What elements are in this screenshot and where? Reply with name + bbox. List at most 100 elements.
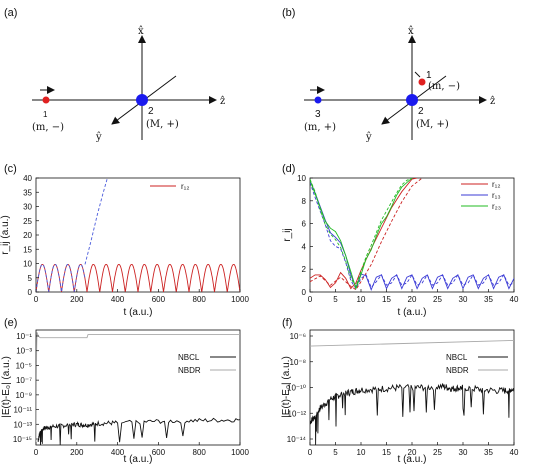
y-tick-label: 20 (23, 231, 32, 240)
x-tick-label: 400 (111, 295, 125, 304)
x-label-d: t (a.u.) (398, 307, 427, 318)
particle-1-number-b: 1 (426, 70, 432, 81)
panel-label-b: (b) (282, 7, 295, 19)
chart-c-marks (36, 178, 240, 292)
z-hat-label-b: ẑ (490, 96, 495, 107)
legend-label-r23-d: r₂₃ (492, 202, 501, 211)
y-tick-label: 10⁻⁸ (290, 358, 307, 367)
y-tick-label: 10⁻¹⁵ (13, 435, 32, 444)
series-line-2-0 (37, 417, 240, 445)
x-tick-label: 200 (70, 295, 84, 304)
particle-2-number-b: 2 (418, 106, 424, 117)
plot-area (310, 178, 514, 291)
z-hat-label: ẑ (220, 96, 225, 107)
particle-1-state-b: (m, −) (428, 81, 460, 92)
velocity-arrow-1-b (414, 71, 421, 78)
legend-label-r13-d: r₁₃ (492, 191, 501, 200)
plot-area (310, 339, 514, 445)
chart-d-ticks: 0 5 10 15 20 25 30 35 40 0 2 4 6 8 10 (297, 174, 519, 304)
chart-d-legend: r₁₂ r₁₃ r₂₃ (461, 180, 501, 211)
legend-label-nbdr-e: NBDR (178, 366, 201, 375)
series-line-3-0 (310, 383, 514, 445)
y-label-d: r_ij (282, 228, 293, 241)
y-tick-label: 10⁻⁹ (15, 391, 32, 400)
series-line-2-1 (36, 332, 240, 445)
y-label-c: r_ij (a.u.) (0, 215, 11, 254)
x-label-e: t (a.u.) (124, 454, 153, 465)
y-tick-label: 5 (28, 274, 33, 283)
particle-2-dot (136, 94, 148, 106)
x-tick-label: 800 (193, 295, 207, 304)
particle-1-number: 1 (43, 110, 48, 119)
x-tick-label: 40 (510, 448, 519, 457)
particle-2-dot-b (406, 94, 418, 106)
series-line-3-1 (310, 339, 514, 347)
x-tick-label: 5 (333, 295, 338, 304)
diagram-b: (b) x̂ ẑ ŷ 3 (m, +) 1 (m, −) 2 (M, +) (282, 7, 495, 143)
y-tick-label: 10 (297, 174, 306, 183)
y-tick-label: 8 (302, 197, 307, 206)
series-line-0-1 (36, 263, 86, 292)
particle-1-state: (m, −) (32, 122, 64, 133)
y-label-e: |E(t)-E₀| (a.u.) (1, 356, 12, 418)
chart-c-ticks: 0 200 400 600 800 1000 0 5 10 15 20 25 30 35 40 (23, 174, 249, 304)
x-tick-label: 0 (34, 448, 39, 457)
series-line-1-1 (310, 178, 423, 291)
particle-1-dot-b (418, 78, 426, 86)
x-tick-label: 600 (152, 448, 166, 457)
legend-label-r12-d: r₁₂ (492, 180, 500, 189)
y-tick-label: 15 (23, 245, 32, 254)
x-tick-label: 200 (70, 448, 84, 457)
series-line-1-4 (310, 178, 413, 291)
x-tick-label: 5 (333, 448, 338, 457)
x-tick-label: 30 (459, 448, 468, 457)
particle-1-dot (42, 96, 50, 104)
y-tick-label: 10 (23, 260, 32, 269)
legend-label-nbcl-f: NBCL (446, 353, 468, 362)
chart-f-marks (310, 339, 514, 445)
x-tick-label: 40 (510, 295, 519, 304)
particle-3-number: 3 (315, 109, 321, 120)
x-tick-label: 30 (459, 295, 468, 304)
chart-f-legend: NBCL NBDR (446, 353, 508, 375)
y-hat-label-b: ŷ (365, 132, 372, 143)
y-tick-label: 4 (302, 242, 307, 251)
y-tick-label: 25 (23, 217, 32, 226)
series-line-1-5 (310, 178, 413, 288)
x-tick-label: 1000 (231, 448, 249, 457)
chart-f-ticks: 0 5 10 15 20 25 30 35 40 10⁻⁶ 10⁻⁸ 10⁻¹⁰ 10⁻¹² 10⁻¹⁴ (287, 332, 519, 457)
panel-label-c: (c) (4, 163, 17, 175)
panel-label-a: (a) (4, 7, 17, 19)
y-tick-label: 30 (23, 203, 32, 212)
y-tick-label: 0 (302, 288, 307, 297)
x-hat-label-b: x̂ (408, 26, 414, 37)
series-line-0-0 (36, 263, 240, 292)
y-tick-label: 10⁻³ (16, 347, 32, 356)
x-tick-label: 400 (111, 448, 125, 457)
chart-c-legend: r₁₂ (150, 182, 189, 191)
y-tick-label: 10⁻⁵ (16, 361, 32, 370)
y-tick-label: 40 (23, 174, 32, 183)
y-tick-label: 35 (23, 188, 32, 197)
chart-e-marks (36, 332, 240, 445)
legend-label-r12: r₁₂ (181, 182, 189, 191)
x-tick-label: 10 (357, 295, 366, 304)
panel-label-d: (d) (282, 163, 295, 175)
chart-e-legend: NBCL NBDR (178, 353, 236, 375)
x-tick-label: 25 (433, 295, 442, 304)
x-tick-label: 35 (484, 448, 493, 457)
x-tick-label: 800 (193, 448, 207, 457)
y-tick-label: 10⁻¹⁴ (287, 435, 307, 444)
panel-label-e: (e) (4, 317, 17, 329)
y-label-f: |E(t)-E₀| (a.u.) (281, 356, 292, 418)
particle-2-state-b: (M, +) (416, 119, 449, 130)
x-tick-label: 0 (308, 448, 313, 457)
particle-2-state: (M, +) (146, 119, 179, 130)
y-tick-label: 10⁻¹⁰ (287, 384, 306, 393)
x-tick-label: 20 (408, 448, 417, 457)
x-tick-label: 20 (408, 295, 417, 304)
x-label-f: t (a.u.) (398, 454, 427, 465)
y-hat-label: ŷ (95, 132, 102, 143)
series-line-0-2 (84, 178, 108, 265)
